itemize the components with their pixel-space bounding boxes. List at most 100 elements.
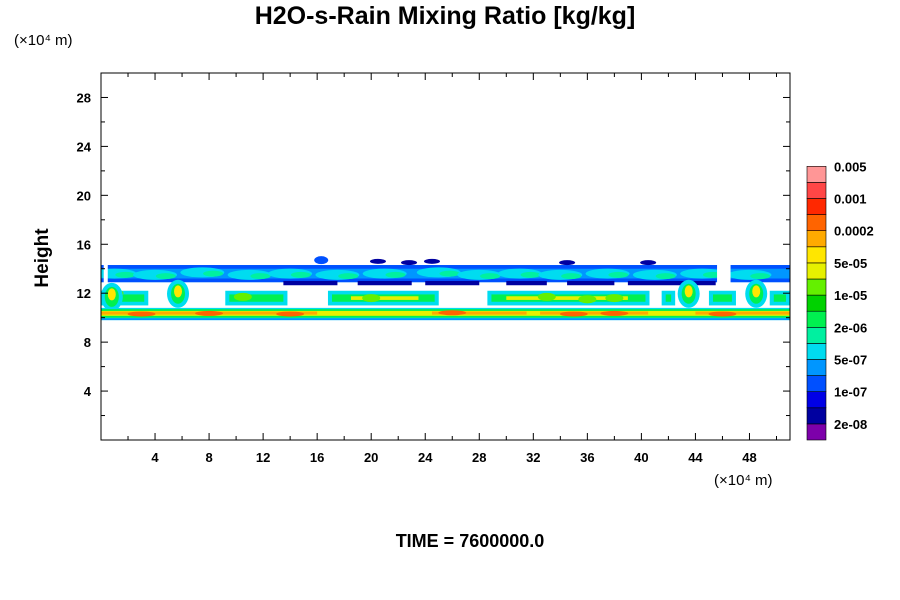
convective-cell-peak <box>107 288 116 301</box>
x-tick-label: 36 <box>580 450 594 465</box>
anvil-edge <box>101 265 790 269</box>
melting-hotspot <box>708 311 737 317</box>
colorbar-swatch <box>806 343 827 360</box>
upper-wisp <box>423 258 440 264</box>
mid-layer-core <box>712 294 732 302</box>
anvil-core <box>385 271 406 278</box>
melting-hotspot <box>276 311 305 317</box>
x-tick-label: 32 <box>526 450 540 465</box>
convective-cell-peak <box>174 285 183 298</box>
contour-field <box>101 256 790 321</box>
y-axis-label: Height <box>32 228 53 288</box>
colorbar-label: 0.001 <box>834 192 867 207</box>
y-axis-unit: (×10⁴ m) <box>14 32 73 49</box>
x-tick-label: 24 <box>418 450 433 465</box>
mid-layer-spot <box>233 292 252 301</box>
anvil-dark-base <box>425 280 480 286</box>
anvil-core <box>155 273 176 280</box>
x-axis-unit: (×10⁴ m) <box>714 472 773 489</box>
melting-layer-edge <box>101 318 790 321</box>
colorbar-label: 0.005 <box>834 159 867 174</box>
colorbar-swatch <box>806 214 827 232</box>
colorbar-swatch <box>806 407 827 425</box>
anvil-core <box>655 273 676 280</box>
anvil-gap <box>103 263 108 286</box>
anvil-core <box>250 273 271 280</box>
anvil-dark-base <box>627 280 716 286</box>
colorbar-swatch <box>806 262 827 280</box>
colorbar-label: 0.0002 <box>834 224 874 239</box>
y-tick-label: 4 <box>84 384 92 399</box>
colorbar-swatch <box>806 326 827 344</box>
convective-cell-peak <box>752 285 761 298</box>
mid-layer-core <box>229 294 284 302</box>
melting-layer-peak <box>431 311 527 315</box>
mid-layer-spot <box>578 295 597 304</box>
upper-blob <box>314 256 329 265</box>
x-tick-label: 4 <box>151 450 159 465</box>
x-tick-label: 40 <box>634 450 648 465</box>
anvil-edge <box>101 278 790 283</box>
melting-layer-peak <box>540 311 649 315</box>
x-tick-label: 16 <box>310 450 324 465</box>
colorbar-label: 5e-05 <box>834 256 867 271</box>
colorbar-swatch <box>806 230 827 248</box>
colorbar-swatch <box>806 278 827 296</box>
melting-hotspot <box>559 311 588 317</box>
melting-hotspot <box>127 311 156 317</box>
x-tick-label: 8 <box>205 450 212 465</box>
upper-wisp <box>369 258 386 264</box>
mid-layer-core <box>665 294 672 302</box>
x-tick-label: 28 <box>472 450 486 465</box>
time-label: TIME = 7600000.0 <box>395 531 545 551</box>
anvil-core <box>561 273 582 280</box>
anvil-gap <box>717 263 731 286</box>
melting-hotspot <box>438 310 467 316</box>
anvil-core <box>608 271 629 278</box>
colorbar-swatch <box>806 198 827 215</box>
colorbar-swatch <box>806 359 827 376</box>
colorbar-swatch <box>806 166 827 183</box>
x-tick-label: 12 <box>256 450 270 465</box>
plot-frame <box>100 72 791 441</box>
mid-layer-spot <box>605 294 624 303</box>
colorbar-swatch <box>806 375 827 393</box>
colorbar-label: 1e-07 <box>834 385 867 400</box>
colorbar-swatch <box>806 391 827 409</box>
y-tick-label: 28 <box>77 90 91 105</box>
anvil-core <box>115 271 136 278</box>
convective-cell-peak <box>684 285 693 298</box>
colorbar-swatch <box>806 310 827 328</box>
anvil-dark-base <box>567 280 615 286</box>
mid-layer-peak <box>350 296 419 300</box>
mid-layer-peak <box>506 296 628 300</box>
y-tick-label: 20 <box>77 188 91 203</box>
melting-hotspot <box>600 310 629 316</box>
anvil-dark-base <box>357 280 412 286</box>
upper-wisp <box>640 260 657 266</box>
anvil-core <box>338 273 359 280</box>
chart-title: H2O-s-Rain Mixing Ratio [kg/kg] <box>254 2 636 30</box>
colorbar-swatch <box>806 423 827 441</box>
y-tick-label: 12 <box>77 286 91 301</box>
x-tick-label: 44 <box>688 450 703 465</box>
colorbar-label: 1e-05 <box>834 288 867 303</box>
melting-hotspot <box>195 310 224 316</box>
anvil-core <box>750 273 771 280</box>
mid-layer-core <box>773 294 786 302</box>
y-tick-label: 8 <box>84 335 91 350</box>
mid-layer-spot <box>537 292 556 301</box>
anvil-core <box>520 271 541 278</box>
x-tick-label: 20 <box>364 450 378 465</box>
anvil-core <box>290 271 311 278</box>
anvil-core <box>439 270 460 277</box>
y-tick-label: 16 <box>77 237 91 252</box>
colorbar-swatch <box>806 294 827 312</box>
colorbar-swatch <box>806 246 827 264</box>
anvil-dark-base <box>283 280 338 286</box>
colorbar-label: 2e-06 <box>834 320 867 335</box>
anvil-core <box>203 270 224 277</box>
upper-wisp <box>559 260 576 266</box>
